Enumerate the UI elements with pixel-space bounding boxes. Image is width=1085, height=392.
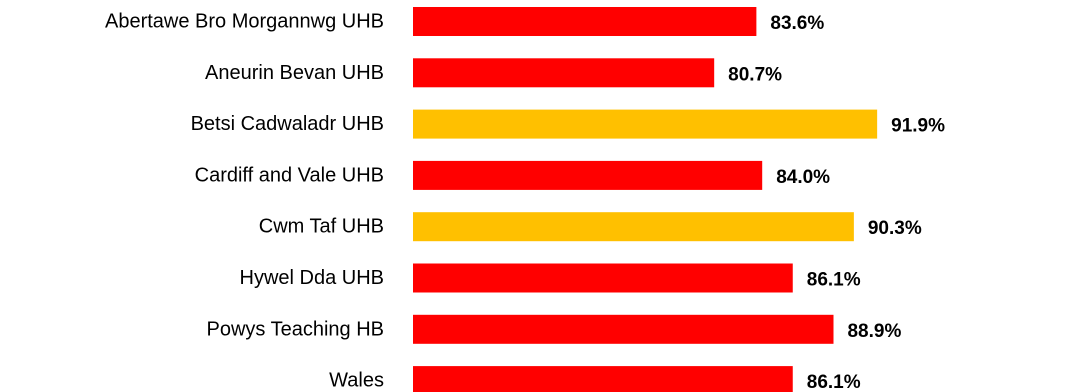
bar-2 <box>413 58 715 88</box>
category-label-6: Hywel Dda UHB <box>240 267 384 289</box>
bar-3 <box>413 109 878 139</box>
value-label-8: 86.1% <box>807 372 861 392</box>
value-label-6: 86.1% <box>807 270 861 291</box>
category-label-2: Aneurin Bevan UHB <box>205 62 384 84</box>
category-label-7: Powys Teaching HB <box>207 318 385 340</box>
bar-8 <box>413 366 793 392</box>
category-label-1: Abertawe Bro Morgannwg UHB <box>105 11 384 33</box>
value-label-1: 83.6% <box>770 13 824 34</box>
bar-1 <box>413 7 757 36</box>
bar-6 <box>413 263 793 293</box>
value-label-5: 90.3% <box>868 218 922 239</box>
value-label-7: 88.9% <box>847 321 901 342</box>
bar-7 <box>413 314 834 344</box>
category-label-8: Wales <box>329 370 384 392</box>
category-label-5: Cwm Taf UHB <box>259 216 384 238</box>
value-label-4: 84.0% <box>776 167 830 188</box>
category-label-4: Cardiff and Vale UHB <box>195 164 384 186</box>
value-label-2: 80.7% <box>728 64 782 85</box>
value-label-3: 91.9% <box>891 116 945 137</box>
category-label-3: Betsi Cadwaladr UHB <box>191 113 384 135</box>
bar-4 <box>413 160 763 190</box>
bar-5 <box>413 212 854 242</box>
